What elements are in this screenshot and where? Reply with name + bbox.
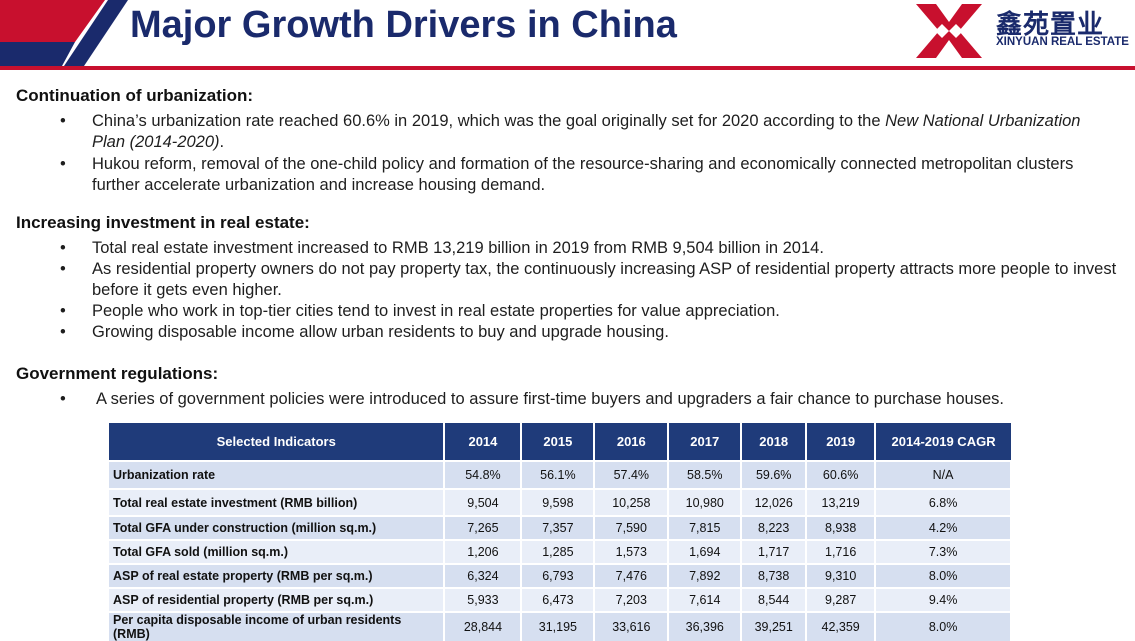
table-cell: 56.1% [521, 460, 596, 489]
table-cell: 6.8% [875, 488, 1012, 516]
table-cell: 9,310 [806, 563, 877, 588]
table-cell: 8,223 [741, 515, 808, 540]
list-item: • China’s urbanization rate reached 60.6%… [60, 112, 1081, 151]
table-header-cell: 2019 [806, 423, 877, 461]
table-cell: 6,473 [521, 587, 596, 612]
logo-chinese-name: 鑫苑置业 [996, 10, 1105, 40]
investment-bullets: • Total real estate investment increased … [58, 238, 1118, 343]
table-cell: 33,616 [594, 611, 670, 641]
section-heading-urbanization: Continuation of urbanization: [16, 86, 254, 105]
table-header-cell: 2014 [444, 423, 523, 461]
table-header-cell: 2018 [741, 423, 808, 461]
table-cell: 1,285 [521, 539, 596, 564]
header-divider [0, 66, 1135, 70]
table-cell: 8,938 [806, 515, 877, 540]
table-header-row: Selected Indicators 2014 2015 2016 2017 … [109, 423, 1011, 461]
table-cell: 7,590 [594, 515, 670, 540]
table-cell: 8,738 [741, 563, 808, 588]
table-cell: 10,980 [668, 488, 743, 516]
urbanization-bullets: • China’s urbanization rate reached 60.6%… [58, 111, 1118, 196]
indicators-table: Selected Indicators 2014 2015 2016 2017 … [109, 423, 1012, 641]
table-cell: 7,815 [668, 515, 743, 540]
table-cell: 9,504 [444, 488, 523, 516]
table-cell: 42,359 [806, 611, 877, 641]
table-cell: 36,396 [668, 611, 743, 641]
table-cell: 7.3% [875, 539, 1012, 564]
slide-header: Major Growth Drivers in China 鑫苑置业 XINYU… [0, 0, 1135, 70]
table-cell: ASP of real estate property (RMB per sq.… [109, 563, 446, 588]
table-cell: 57.4% [594, 460, 670, 489]
table-cell: 4.2% [875, 515, 1012, 540]
table-cell: 8.0% [875, 563, 1012, 588]
table-header-cell: 2014-2019 CAGR [875, 423, 1011, 461]
regulations-bullets: • A series of government policies were in… [58, 389, 1118, 410]
list-item: • Total real estate investment increased … [60, 239, 824, 257]
list-item: • A series of government policies were in… [60, 390, 1004, 408]
table-cell: N/A [875, 460, 1012, 489]
table-header-cell: 2015 [521, 423, 596, 461]
table-cell: 10,258 [594, 488, 670, 516]
list-item: • Growing disposable income allow urban r… [60, 323, 669, 341]
table-cell: 1,573 [594, 539, 670, 564]
table-cell: 7,476 [594, 563, 670, 588]
table-cell: 9,598 [521, 488, 596, 516]
table-cell: ASP of residential property (RMB per sq.… [109, 587, 446, 612]
table-cell: 13,219 [806, 488, 877, 516]
table-cell: 5,933 [444, 587, 523, 612]
table-cell: 39,251 [741, 611, 808, 641]
list-item: • Hukou reform, removal of the one-child … [60, 155, 1074, 194]
table-cell: 59.6% [741, 460, 808, 489]
table-cell: 7,265 [444, 515, 523, 540]
table-cell: 1,206 [444, 539, 523, 564]
table-cell: 1,694 [668, 539, 743, 564]
table-row: Per capita disposable income of urban re… [109, 611, 1012, 641]
page-title: Major Growth Drivers in China [130, 4, 677, 46]
table-cell: 7,892 [668, 563, 743, 588]
table-cell: Total GFA sold (million sq.m.) [109, 539, 446, 564]
table-row: Total GFA sold (million sq.m.) 1,206 1,2… [109, 539, 1012, 564]
table-cell: 1,717 [741, 539, 808, 564]
company-logo: 鑫苑置业 XINYUAN REAL ESTATE [914, 0, 1135, 62]
table-row: ASP of residential property (RMB per sq.… [109, 587, 1012, 612]
table-cell: 9,287 [806, 587, 877, 612]
table-cell: 7,357 [521, 515, 596, 540]
table-cell: 60.6% [806, 460, 877, 489]
table-cell: Urbanization rate [109, 460, 446, 489]
table-cell: 58.5% [668, 460, 743, 489]
section-heading-regulations: Government regulations: [16, 364, 219, 383]
table-cell: 8,544 [741, 587, 808, 612]
table-header-cell: Selected Indicators [109, 423, 446, 461]
table-cell: 12,026 [741, 488, 808, 516]
section-heading-investment: Increasing investment in real estate: [16, 213, 310, 232]
table-row: Total GFA under construction (million sq… [109, 515, 1012, 540]
table-header-cell: 2017 [668, 423, 743, 461]
xinyuan-logo-mark-icon [916, 4, 982, 58]
indicators-table-container: Selected Indicators 2014 2015 2016 2017 … [109, 423, 1012, 641]
table-cell: 7,203 [594, 587, 670, 612]
table-cell: 8.0% [875, 611, 1012, 641]
list-item: • As residential property owners do not p… [60, 260, 1117, 299]
list-item: • People who work in top-tier cities tend… [60, 302, 780, 320]
table-cell: 6,324 [444, 563, 523, 588]
table-cell: 6,793 [521, 563, 596, 588]
table-cell: 31,195 [521, 611, 596, 641]
table-cell: 1,716 [806, 539, 877, 564]
table-cell: Total real estate investment (RMB billio… [109, 488, 446, 516]
table-cell: 28,844 [444, 611, 523, 641]
table-row: Urbanization rate 54.8% 56.1% 57.4% 58.5… [109, 460, 1012, 489]
table-cell: 54.8% [444, 460, 523, 489]
table-cell: Total GFA under construction (million sq… [109, 515, 446, 540]
header-stripe-decoration [0, 0, 128, 66]
table-cell: 9.4% [875, 587, 1012, 612]
table-row: ASP of real estate property (RMB per sq.… [109, 563, 1012, 588]
table-header-cell: 2016 [594, 423, 670, 461]
table-cell: Per capita disposable income of urban re… [109, 611, 446, 641]
logo-english-name: XINYUAN REAL ESTATE [996, 36, 1129, 48]
table-row: Total real estate investment (RMB billio… [109, 488, 1012, 516]
table-cell: 7,614 [668, 587, 743, 612]
